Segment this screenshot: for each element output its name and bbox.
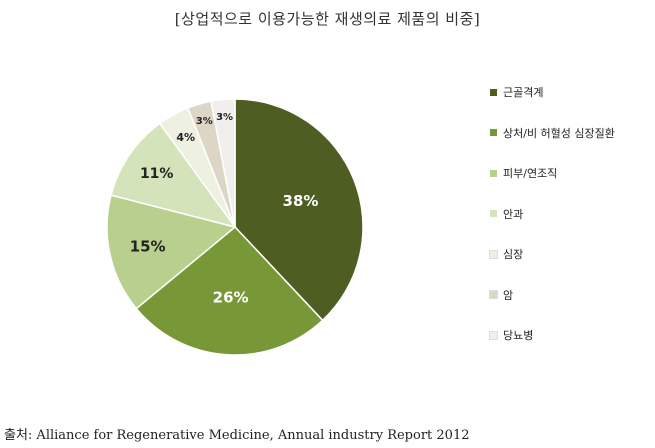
chart-title: [상업적으로 이용가능한 재생의료 제품의 비중] (174, 10, 481, 28)
pie-slice-7 (210, 98, 236, 228)
legend-item-6: 암 (489, 287, 514, 303)
slice-label-6: 3% (196, 116, 213, 127)
slice-label-5: 4% (176, 131, 195, 144)
legend-label: 근골격계 (503, 86, 544, 99)
legend-label: 피부/연조직 (503, 167, 558, 180)
slice-label-1: 38% (283, 192, 319, 210)
legend-label: 안과 (503, 207, 524, 221)
legend-label: 상처/비 허혈성 심장질환 (503, 126, 615, 140)
slice-label-2: 26% (213, 288, 249, 306)
legend-label: 당뇨병 (503, 329, 534, 342)
legend-item-2: 상처/비 허혈성 심장질환 (490, 125, 615, 141)
slice-label-4: 11% (140, 166, 174, 182)
legend-item-5: 심장 (489, 246, 524, 262)
pie-slice-3 (106, 194, 237, 310)
legend-swatch (490, 169, 497, 177)
slice-label-3: 15% (130, 238, 166, 256)
legend-swatch (490, 88, 497, 96)
pie-slice-2 (135, 225, 324, 356)
legend-label: 암 (503, 288, 514, 302)
source-note: 출처: Alliance for Regenerative Medicine, … (4, 428, 470, 443)
legend-swatch (489, 330, 498, 340)
pie-slice-1 (234, 98, 364, 322)
legend-swatch (490, 129, 497, 136)
legend-item-3: 피부/연조직 (490, 165, 557, 181)
legend-label: 심장 (503, 248, 524, 261)
legend-swatch (489, 249, 498, 259)
legend-item-1: 근골격계 (490, 84, 543, 100)
legend-swatch (490, 210, 497, 217)
legend-item-4: 안과 (490, 206, 523, 222)
legend-swatch (489, 290, 498, 299)
legend-item-7: 당뇨병 (489, 327, 534, 343)
slice-label-7: 3% (216, 112, 233, 123)
pie-slice-4 (110, 122, 237, 229)
